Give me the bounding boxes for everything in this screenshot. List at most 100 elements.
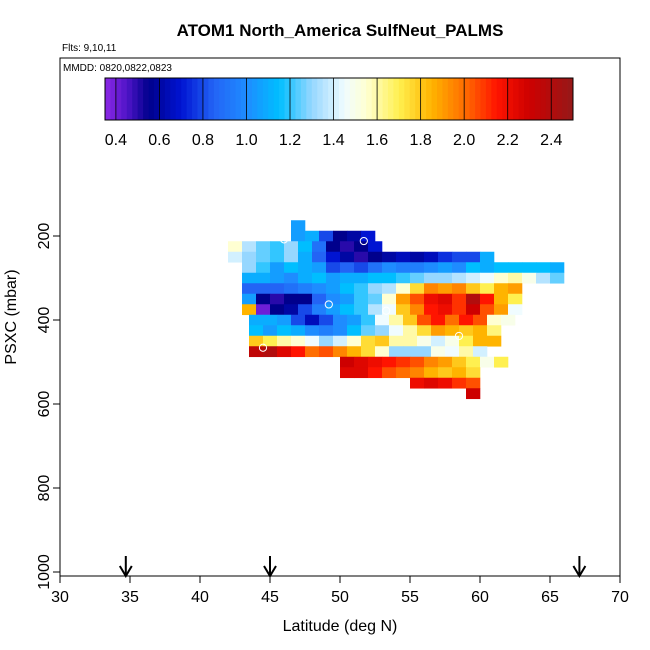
heatmap-cell — [333, 335, 348, 347]
sample-marker — [382, 306, 391, 315]
heatmap-cell — [375, 335, 390, 347]
colorbar-segment — [251, 78, 258, 120]
heatmap-cell — [256, 251, 271, 263]
colorbar-segment — [202, 78, 209, 120]
heatmap-cell — [452, 283, 467, 295]
heatmap-cell — [340, 241, 355, 253]
heatmap-cell — [326, 293, 341, 305]
y-axis: 200 400 600 800 1000 — [36, 223, 60, 590]
heatmap-cell — [291, 335, 306, 347]
heatmap-cell — [410, 377, 425, 389]
colorbar-segment — [496, 78, 503, 120]
heatmap-cell — [242, 272, 257, 284]
heatmap-cell — [256, 293, 271, 305]
sample-marker — [279, 235, 289, 244]
heatmap-cell — [396, 272, 411, 284]
colorbar-tick-label: 1.2 — [279, 132, 301, 149]
y-axis-label: PSXC (mbar) — [3, 269, 20, 364]
colorbar-segment — [458, 78, 465, 120]
heatmap-cell — [354, 241, 369, 253]
heatmap-cell — [494, 304, 509, 316]
colorbar-segment — [300, 78, 307, 120]
heatmap-cell — [277, 314, 292, 326]
x-tick-label: 65 — [541, 589, 559, 606]
flight-arrow — [263, 556, 277, 578]
colorbar-segment — [507, 78, 514, 120]
heatmap-cell — [277, 335, 292, 347]
flight-arrow — [118, 556, 133, 578]
colorbar: 0.4 0.6 0.8 1.0 1.2 1.4 1.6 1.8 2.0 2.2 2.4 — [104, 77, 574, 149]
heatmap-cell — [431, 325, 446, 337]
heatmap-cell — [431, 346, 446, 358]
colorbar-segment — [344, 78, 351, 120]
colorbar-segment — [279, 78, 285, 120]
sample-marker — [464, 486, 473, 495]
heatmap-cell — [382, 251, 397, 263]
heatmap-cell — [466, 251, 481, 263]
heatmap-cell — [480, 251, 495, 263]
colorbar-segment — [447, 78, 454, 120]
colorbar-segment — [328, 78, 334, 120]
y-tick-label: 800 — [36, 475, 53, 502]
heatmap-cell — [319, 346, 334, 358]
heatmap-cell — [424, 304, 439, 316]
heatmap-cell — [298, 293, 313, 305]
sample-marker — [324, 300, 333, 309]
colorbar-segment — [518, 78, 525, 120]
colorbar-segment — [398, 78, 405, 120]
colorbar-segment — [453, 78, 460, 120]
colorbar-segment — [224, 78, 231, 120]
heatmap-cell — [256, 304, 271, 316]
colorbar-segment — [219, 78, 226, 120]
heatmap-cell — [424, 293, 439, 305]
heatmap-cell — [382, 293, 397, 305]
heatmap-cell — [417, 346, 432, 358]
heatmap-cell — [473, 325, 488, 337]
heatmap-cell — [263, 346, 278, 358]
heatmap-cell — [242, 293, 257, 305]
heatmap-cell — [459, 335, 474, 347]
heatmap-cell — [396, 251, 411, 263]
heatmap-cell — [368, 251, 383, 263]
colorbar-segment — [404, 78, 411, 120]
colorbar-tick-label: 2.0 — [453, 132, 475, 149]
colorbar-segment — [551, 78, 558, 120]
colorbar-segment — [360, 78, 367, 120]
heatmap-cell — [473, 314, 488, 326]
colorbar-segment — [121, 78, 128, 120]
colorbar-segment — [464, 78, 470, 120]
heatmap-cell — [417, 325, 432, 337]
colorbar-segment — [502, 78, 509, 120]
heatmap-cell — [466, 377, 481, 389]
colorbar-segment — [153, 78, 160, 120]
heatmap-cell — [270, 272, 285, 284]
heatmap-cell — [417, 335, 432, 347]
heatmap-cell — [361, 314, 376, 326]
heatmap-cell — [480, 283, 495, 295]
colorbar-segment — [366, 78, 373, 120]
heatmap-cell — [438, 283, 453, 295]
colorbar-segment — [268, 78, 275, 120]
heatmap-cell — [228, 251, 243, 263]
heatmap-cell — [368, 293, 383, 305]
colorbar-segment — [159, 78, 166, 120]
heatmap-cell — [508, 272, 523, 284]
heatmap-cell — [417, 314, 432, 326]
heatmap-cell — [298, 241, 313, 253]
colorbar-segment — [371, 78, 378, 120]
heatmap-cell — [494, 356, 509, 368]
colorbar-segment — [295, 78, 302, 120]
heatmap-cell — [270, 241, 285, 253]
heatmap-cell — [480, 272, 495, 284]
x-axis-label: Latitude (deg N) — [283, 618, 398, 635]
heatmap-cell — [368, 283, 383, 295]
heatmap-cell — [340, 272, 355, 284]
colorbar-segment — [387, 78, 394, 120]
colorbar-tick-label: 1.8 — [410, 132, 432, 149]
colorbar-segment — [273, 78, 280, 120]
heatmap-cell — [508, 283, 523, 295]
colorbar-segment — [322, 78, 329, 120]
heatmap-cell — [284, 283, 299, 295]
heatmap-cell — [382, 283, 397, 295]
heatmap-cell — [382, 262, 397, 274]
